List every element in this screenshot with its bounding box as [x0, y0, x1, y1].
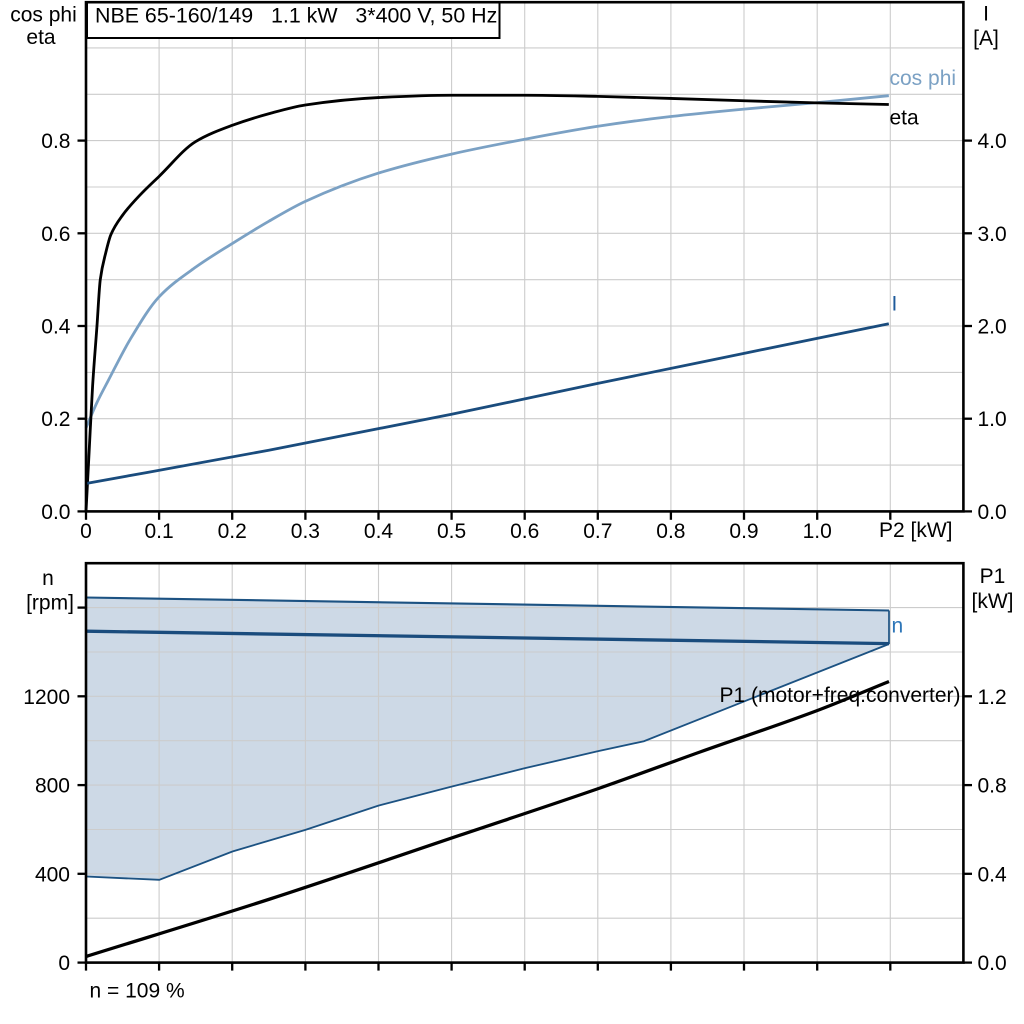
svg-text:[rpm]: [rpm] — [26, 592, 74, 615]
svg-text:cos phi: cos phi — [890, 67, 957, 90]
svg-text:0.8: 0.8 — [41, 130, 70, 153]
svg-text:P2 [kW]: P2 [kW] — [879, 519, 953, 542]
svg-text:0.0: 0.0 — [978, 501, 1007, 524]
svg-text:0: 0 — [58, 952, 70, 975]
svg-text:1.2: 1.2 — [978, 686, 1007, 709]
svg-text:1.0: 1.0 — [803, 520, 832, 543]
svg-text:0.1: 0.1 — [144, 520, 173, 543]
svg-text:0.9: 0.9 — [729, 520, 758, 543]
svg-text:0.6: 0.6 — [510, 520, 539, 543]
svg-text:0.7: 0.7 — [583, 520, 612, 543]
svg-text:0.6: 0.6 — [41, 223, 70, 246]
svg-text:0.4: 0.4 — [364, 520, 394, 543]
svg-text:0: 0 — [80, 520, 92, 543]
svg-text:0.8: 0.8 — [656, 520, 685, 543]
svg-text:400: 400 — [35, 863, 70, 886]
svg-text:[A]: [A] — [973, 27, 999, 50]
svg-text:I: I — [983, 3, 989, 26]
svg-text:eta: eta — [26, 26, 56, 49]
svg-text:0.2: 0.2 — [41, 408, 70, 431]
svg-text:NBE 65-160/149 1.1 kW 3*40: NBE 65-160/149 1.1 kW 3*400 V, 50 Hz — [95, 3, 497, 27]
svg-text:4.0: 4.0 — [978, 130, 1007, 153]
svg-text:3.0: 3.0 — [978, 223, 1007, 246]
svg-text:1.0: 1.0 — [978, 408, 1007, 431]
svg-text:n = 109 %: n = 109 % — [90, 980, 185, 1003]
svg-text:0.0: 0.0 — [978, 952, 1007, 975]
svg-text:0.8: 0.8 — [978, 775, 1007, 798]
svg-text:0.0: 0.0 — [41, 501, 70, 524]
svg-text:P1: P1 — [980, 565, 1006, 588]
svg-text:2.0: 2.0 — [978, 316, 1007, 339]
svg-text:800: 800 — [35, 775, 70, 798]
svg-text:0.4: 0.4 — [978, 863, 1008, 886]
svg-text:0.3: 0.3 — [291, 520, 320, 543]
svg-text:cos phi: cos phi — [10, 4, 77, 27]
svg-text:[kW]: [kW] — [972, 590, 1014, 613]
svg-text:1200: 1200 — [23, 686, 70, 709]
svg-text:n: n — [42, 567, 54, 590]
svg-text:0.5: 0.5 — [437, 520, 466, 543]
svg-text:0.4: 0.4 — [41, 316, 71, 339]
svg-text:eta: eta — [890, 107, 920, 130]
svg-text:0.2: 0.2 — [218, 520, 247, 543]
svg-text:n: n — [892, 615, 904, 638]
svg-text:P1 (motor+freq.converter): P1 (motor+freq.converter) — [719, 684, 960, 707]
svg-text:I: I — [892, 293, 898, 316]
